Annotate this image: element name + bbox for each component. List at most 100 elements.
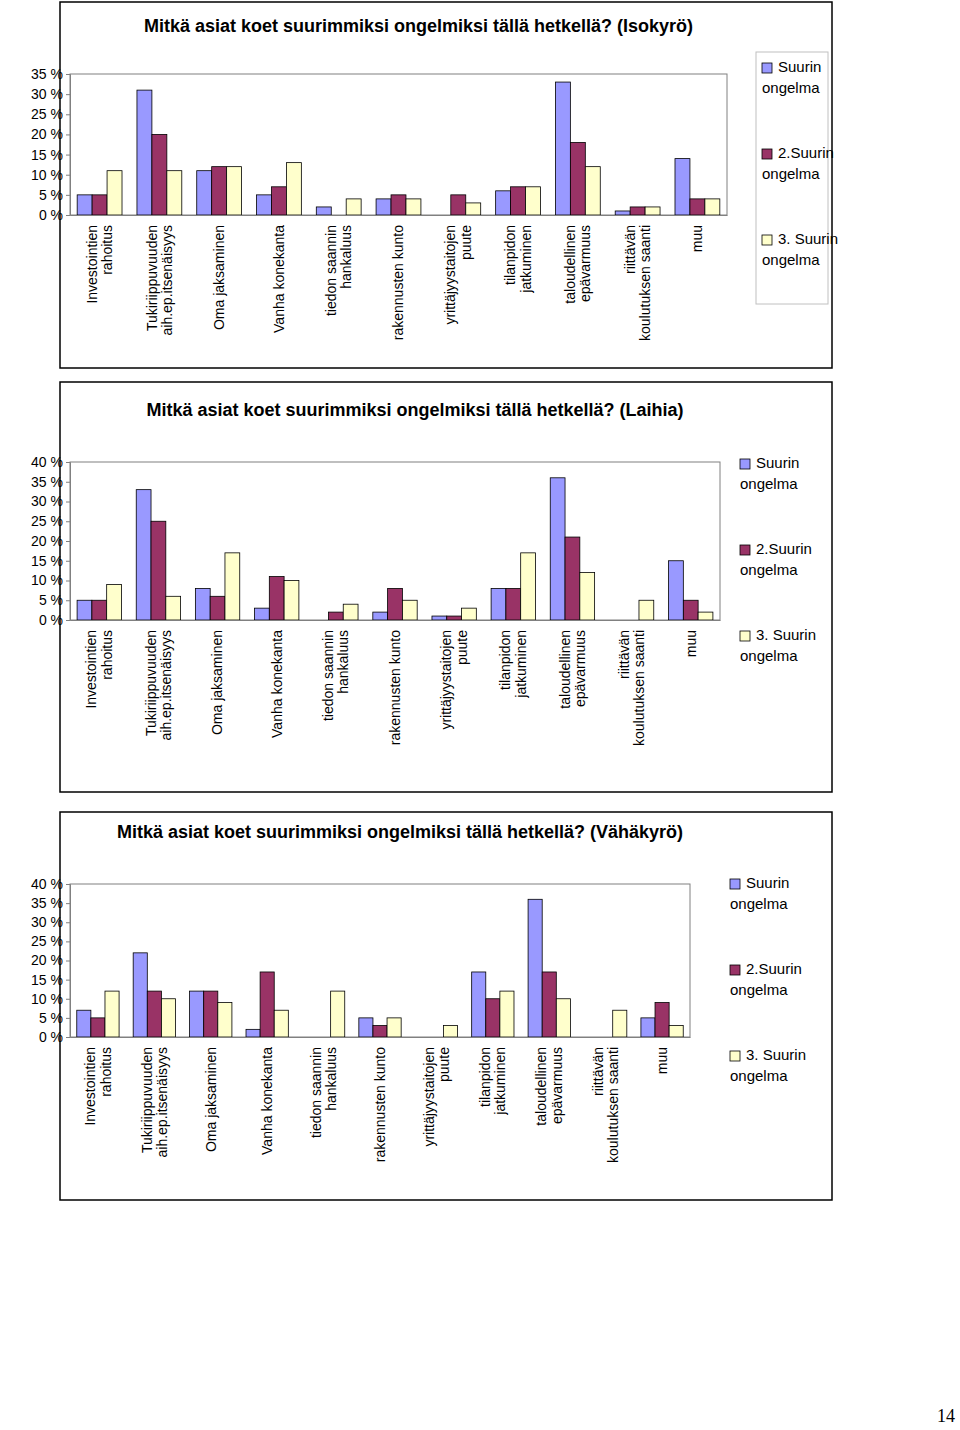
legend-swatch xyxy=(740,459,750,469)
y-tick: 5 % xyxy=(39,1010,70,1026)
y-tick-label: 15 % xyxy=(31,553,63,569)
y-tick: 25 % xyxy=(31,106,70,122)
x-tick-label: Oma jaksaminen xyxy=(211,225,227,330)
x-tick: tiedon saanninhankaluus xyxy=(320,620,351,721)
bar xyxy=(585,1037,599,1038)
legend-frame xyxy=(756,52,828,304)
x-tick: rakennusten kunto xyxy=(372,1037,388,1162)
x-tick-label: tiedon saanninhankaluus xyxy=(323,225,354,316)
legend: Suurinongelma2.Suurinongelma3. Suurinong… xyxy=(756,52,838,304)
x-tick-label: taloudellinenepävarmuus xyxy=(562,225,593,304)
y-axis-line xyxy=(66,885,71,1038)
page: Mitkä asiat koet suurimmiksi ongelmiksi … xyxy=(0,0,960,1430)
bar-series xyxy=(105,991,683,1037)
x-tick-label: muu xyxy=(683,630,699,657)
bar xyxy=(391,195,406,215)
x-tick-label: rakennusten kunto xyxy=(372,1047,388,1162)
bar xyxy=(565,537,580,620)
x-axis-line xyxy=(71,1037,691,1038)
y-tick-mark xyxy=(66,1037,70,1038)
x-tick-label: rakennusten kunto xyxy=(387,630,403,745)
x-tick: Vanha konekanta xyxy=(269,620,285,738)
y-tick-label: 30 % xyxy=(31,86,63,102)
x-tick-label: Investointienrahoitus xyxy=(83,630,114,709)
bar xyxy=(190,991,204,1037)
x-tick-label: tiedon saanninhankaluus xyxy=(320,630,351,721)
bar xyxy=(257,195,272,215)
y-tick-label: 25 % xyxy=(31,513,63,529)
x-tick: yrittäjyystaitojenpuute xyxy=(442,215,473,325)
y-tick-mark xyxy=(66,195,70,196)
bar xyxy=(496,191,511,215)
y-tick: 0 % xyxy=(39,612,70,628)
x-tick-label: tilanpidonjatkuminen xyxy=(497,630,528,699)
y-tick: 15 % xyxy=(31,147,70,163)
y-tick-mark xyxy=(66,215,70,216)
legend-swatch xyxy=(762,63,772,73)
bar xyxy=(585,167,600,215)
bar xyxy=(136,490,151,620)
bar xyxy=(376,199,391,215)
bar xyxy=(328,612,343,620)
bar xyxy=(655,1003,669,1037)
y-tick-label: 15 % xyxy=(31,147,63,163)
x-tick-label: Oma jaksaminen xyxy=(209,630,225,735)
y-tick-mark xyxy=(66,922,70,923)
y-tick-mark xyxy=(66,903,70,904)
x-tick: Vanha konekanta xyxy=(259,1037,275,1155)
y-tick-mark xyxy=(66,462,70,463)
bar-series xyxy=(77,899,655,1037)
bar xyxy=(152,134,167,215)
x-axis: Investointienrahoitus Tukiriippuvuudenaih… xyxy=(71,620,721,746)
y-tick-mark xyxy=(66,1018,70,1019)
x-tick-label: Oma jaksaminen xyxy=(203,1047,219,1152)
chart-border xyxy=(60,2,832,368)
legend-swatch xyxy=(730,965,740,975)
legend: Suurinongelma2.Suurinongelma3. Suurinong… xyxy=(734,448,816,700)
bar xyxy=(675,159,690,215)
bar xyxy=(91,1018,105,1037)
legend-label: 2.Suurinongelma xyxy=(740,540,812,578)
y-tick-mark xyxy=(66,74,70,75)
y-tick: 35 % xyxy=(31,474,70,490)
chart-title: Mitkä asiat koet suurimmiksi ongelmiksi … xyxy=(144,16,693,36)
y-tick: 10 % xyxy=(31,572,70,588)
legend-label: Suurinongelma xyxy=(730,874,789,912)
x-tick-label: Investointienrahoitus xyxy=(84,225,115,304)
x-tick: taloudellinenepävarmuus xyxy=(557,620,588,709)
x-tick: tiedon saanninhankaluus xyxy=(323,215,354,316)
legend-label: 3. Suurinongelma xyxy=(740,626,816,664)
legend-swatch xyxy=(730,1051,740,1061)
y-tick-label: 35 % xyxy=(31,895,63,911)
y-tick: 40 % xyxy=(31,876,70,892)
y-axis-line xyxy=(66,75,71,216)
bar xyxy=(274,1010,288,1037)
y-tick: 5 % xyxy=(39,592,70,608)
x-tick: riittävänkoulutuksen saanti xyxy=(590,1037,621,1163)
bar xyxy=(526,187,541,215)
legend-swatch xyxy=(730,879,740,889)
bar xyxy=(255,608,270,620)
y-tick-mark xyxy=(66,941,70,942)
bar xyxy=(683,600,698,620)
x-tick: riittävänkoulutuksen saanti xyxy=(622,215,653,341)
bar xyxy=(466,203,481,215)
x-tick: riittävänkoulutuksen saanti xyxy=(616,620,647,746)
x-tick-label: yrittäjyystaitojenpuute xyxy=(442,225,473,325)
y-tick: 20 % xyxy=(31,126,70,142)
bar xyxy=(107,584,122,620)
x-tick: Oma jaksaminen xyxy=(203,1037,219,1152)
bar xyxy=(645,207,660,215)
bar xyxy=(528,899,542,1037)
y-tick: 40 % xyxy=(31,454,70,470)
bar-series xyxy=(77,478,683,620)
x-tick-label: Tukiriippuvuudenaih.ep.itsenäisyys xyxy=(143,630,174,741)
x-tick-label: Vanha konekanta xyxy=(259,1047,275,1155)
bar xyxy=(550,478,565,620)
y-tick-mark xyxy=(66,175,70,176)
legend-swatch xyxy=(740,545,750,555)
x-tick: rakennusten kunto xyxy=(387,620,403,745)
y-tick-mark xyxy=(66,134,70,135)
bar xyxy=(218,1003,232,1037)
legend: Suurinongelma2.Suurinongelma3. Suurinong… xyxy=(724,868,806,1120)
